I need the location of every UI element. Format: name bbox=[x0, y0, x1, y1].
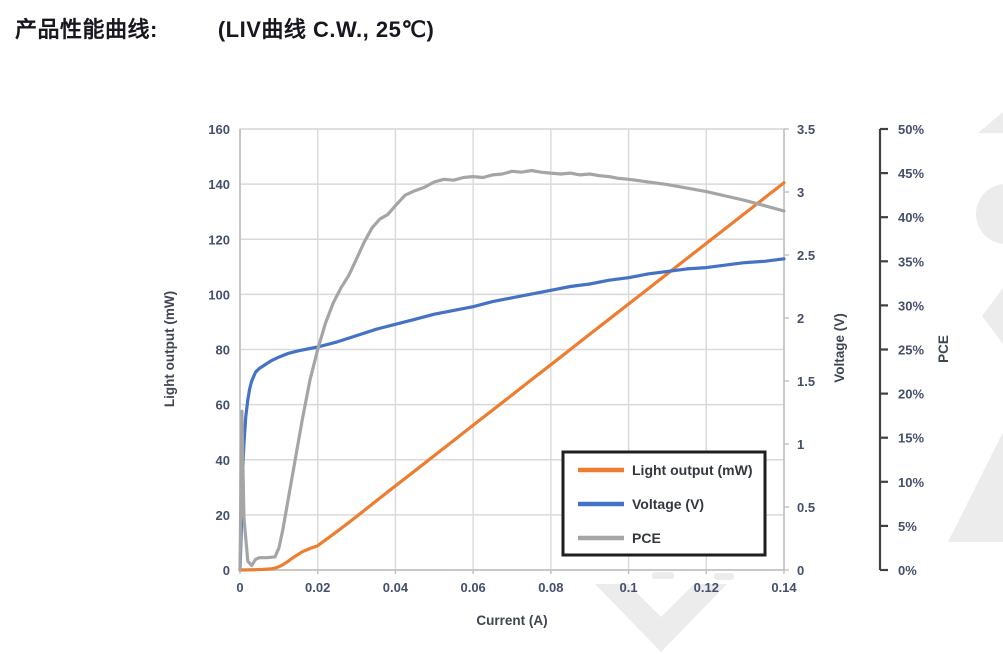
pce-tick-label: 20% bbox=[898, 387, 924, 402]
left-tick-label: 120 bbox=[208, 232, 230, 247]
voltage-tick-label: 1.5 bbox=[797, 374, 815, 389]
pce-tick-label: 50% bbox=[898, 122, 924, 137]
x-tick-label: 0 bbox=[236, 580, 243, 595]
legend-entry-label: Light output (mW) bbox=[632, 462, 753, 478]
left-axis-title: Light output (mW) bbox=[162, 291, 177, 407]
pce-axis-title: PCE bbox=[936, 335, 951, 363]
plot-area: 0 0.02 0.04 0.06 0.08 0.1 0.12 0.14020406080100… bbox=[162, 122, 951, 628]
pce-tick-label: 35% bbox=[898, 254, 924, 269]
watermark-shape bbox=[595, 584, 727, 652]
pce-tick-label: 10% bbox=[898, 475, 924, 490]
voltage-tick-label: 2 bbox=[797, 311, 804, 326]
title-conditions: (LIV曲线 C.W., 25℃) bbox=[217, 17, 435, 42]
left-tick-label: 80 bbox=[216, 343, 230, 358]
pce-tick-label: 0% bbox=[898, 563, 917, 578]
series-light-output-mw-line bbox=[238, 181, 786, 572]
left-tick-label: 60 bbox=[216, 398, 230, 413]
pce-tick-label: 45% bbox=[898, 166, 924, 181]
watermark bbox=[595, 112, 1003, 652]
voltage-tick-label: 0.5 bbox=[797, 500, 815, 515]
x-tick-label: 0.08 bbox=[538, 580, 563, 595]
left-tick-label: 160 bbox=[208, 122, 230, 137]
left-tick-label: 100 bbox=[208, 287, 230, 302]
x-tick-label: 0.14 bbox=[771, 580, 797, 595]
left-tick-label: 0 bbox=[223, 563, 230, 578]
watermark-shape bbox=[982, 288, 1003, 344]
x-tick-label: 0.04 bbox=[383, 580, 409, 595]
pce-tick-label: 30% bbox=[898, 298, 924, 313]
voltage-axis-title: Voltage (V) bbox=[832, 313, 847, 383]
title-label: 产品性能曲线: bbox=[15, 17, 158, 42]
pce-tick-label: 25% bbox=[898, 343, 924, 358]
voltage-tick-label: 1 bbox=[797, 437, 804, 452]
series-voltage-v-line bbox=[238, 257, 786, 572]
left-tick-label: 20 bbox=[216, 508, 230, 523]
legend: Light output (mW) Voltage (V) PCE bbox=[561, 450, 767, 557]
voltage-tick-label: 3.5 bbox=[797, 122, 815, 137]
voltage-tick-label: 2.5 bbox=[797, 248, 815, 263]
x-axis-title: Current (A) bbox=[476, 613, 547, 628]
legend-entry-label: Voltage (V) bbox=[632, 496, 704, 512]
voltage-tick-label: 0 bbox=[797, 563, 804, 578]
watermark-shape bbox=[714, 573, 734, 580]
watermark-shape bbox=[976, 184, 1003, 244]
watermark-shape bbox=[948, 432, 1003, 542]
pce-tick-label: 15% bbox=[898, 431, 924, 446]
watermark-shape bbox=[652, 572, 674, 579]
x-tick-label: 0.02 bbox=[305, 580, 330, 595]
watermark-shape bbox=[978, 112, 1003, 133]
x-tick-label: 0.1 bbox=[620, 580, 638, 595]
page-title: 产品性能曲线: (LIV曲线 C.W., 25℃) bbox=[15, 12, 434, 44]
x-tick-label: 0.12 bbox=[694, 580, 719, 595]
x-tick-label: 0.06 bbox=[460, 580, 485, 595]
voltage-tick-label: 3 bbox=[797, 185, 804, 200]
legend-entry-label: PCE bbox=[632, 530, 661, 546]
left-tick-label: 140 bbox=[208, 177, 230, 192]
pce-tick-label: 40% bbox=[898, 210, 924, 225]
series-pce-line bbox=[238, 168, 786, 572]
left-tick-label: 40 bbox=[216, 453, 230, 468]
pce-tick-label: 5% bbox=[898, 519, 917, 534]
